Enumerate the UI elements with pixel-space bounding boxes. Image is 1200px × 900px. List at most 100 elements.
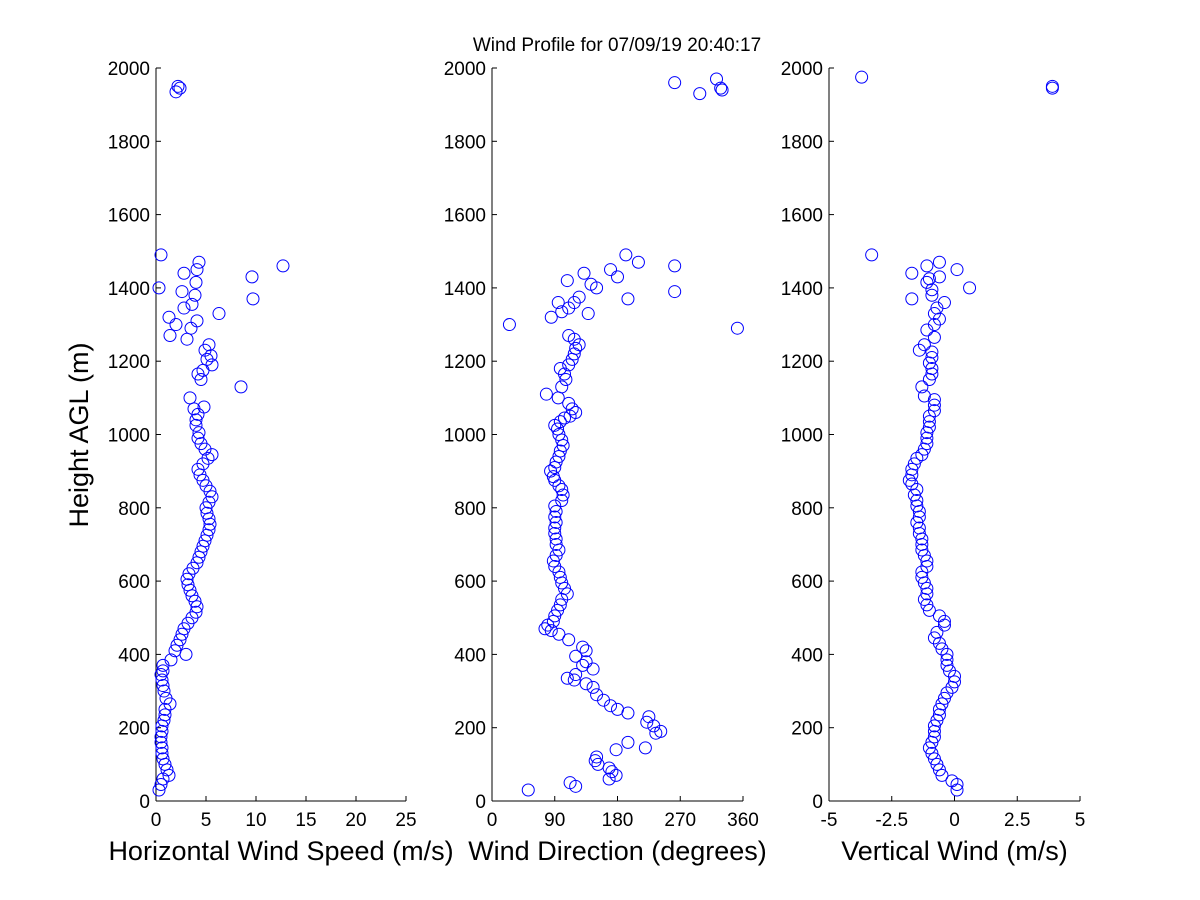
x-tick-label: 25 bbox=[395, 810, 416, 831]
data-point bbox=[560, 274, 574, 288]
data-point bbox=[905, 477, 919, 491]
y-tick-label: 1200 bbox=[444, 352, 486, 373]
x-tick-label: 0 bbox=[949, 810, 960, 831]
data-point bbox=[932, 702, 946, 716]
data-point bbox=[175, 627, 189, 641]
x-tick-label: 15 bbox=[295, 810, 316, 831]
data-point bbox=[920, 581, 934, 595]
data-point bbox=[920, 259, 934, 273]
data-point bbox=[189, 275, 203, 289]
data-point bbox=[154, 248, 168, 262]
panel-3: -5 -2.5 0 2.5 5 0 200 400 600 800 1000 1200 1400 1600… bbox=[781, 59, 1086, 866]
data-point bbox=[668, 285, 682, 299]
data-point bbox=[590, 750, 604, 764]
data-point bbox=[910, 493, 924, 507]
y-tick-label: 200 bbox=[791, 719, 823, 740]
data-point bbox=[621, 292, 635, 306]
data-point bbox=[192, 426, 206, 440]
data-point bbox=[549, 532, 563, 546]
data-point bbox=[935, 768, 949, 782]
data-point bbox=[549, 537, 563, 551]
y-tick-label: 0 bbox=[139, 792, 150, 813]
data-point bbox=[197, 400, 211, 414]
data-point bbox=[155, 746, 169, 760]
y-tick-label: 1600 bbox=[444, 206, 486, 227]
x-tick-label: 2.5 bbox=[1004, 810, 1030, 831]
data-point bbox=[569, 406, 583, 420]
data-point bbox=[556, 438, 570, 452]
y-tick-label: 1800 bbox=[781, 132, 823, 153]
data-point bbox=[156, 752, 170, 766]
data-point bbox=[912, 521, 926, 535]
data-point bbox=[162, 310, 176, 324]
y-tick-label: 0 bbox=[812, 792, 823, 813]
data-point bbox=[171, 79, 185, 93]
data-point bbox=[920, 554, 934, 568]
data-point bbox=[276, 259, 290, 273]
data-point bbox=[693, 87, 707, 101]
data-point bbox=[577, 266, 591, 280]
x-tick-label: -2.5 bbox=[875, 810, 908, 831]
data-point bbox=[621, 735, 635, 749]
data-point bbox=[579, 677, 593, 691]
data-point bbox=[553, 598, 567, 612]
data-point bbox=[611, 702, 624, 716]
data-point bbox=[925, 288, 939, 302]
data-point bbox=[927, 719, 941, 733]
data-point bbox=[200, 352, 214, 366]
data-point bbox=[915, 570, 929, 584]
x-tick-label: 360 bbox=[727, 810, 759, 831]
data-point bbox=[569, 668, 583, 682]
y-tick-label: 2000 bbox=[781, 59, 823, 80]
data-point bbox=[668, 259, 682, 273]
x-tick-label: 0 bbox=[151, 810, 162, 831]
y-tick-label: 1400 bbox=[444, 279, 486, 300]
data-point bbox=[164, 653, 178, 667]
y-tick-label: 2000 bbox=[444, 59, 486, 80]
x-axis-label: Vertical Wind (m/s) bbox=[841, 836, 1068, 866]
data-point bbox=[563, 776, 577, 790]
figure-title: Wind Profile for 07/09/19 20:40:17 bbox=[473, 35, 761, 56]
y-tick-label: 0 bbox=[475, 792, 486, 813]
data-point bbox=[553, 570, 567, 584]
data-point bbox=[925, 345, 939, 359]
data-point bbox=[551, 422, 565, 436]
data-point bbox=[553, 415, 567, 429]
x-tick-label: 90 bbox=[544, 810, 565, 831]
data-point bbox=[155, 741, 169, 755]
x-tick-label: -5 bbox=[821, 810, 838, 831]
data-point bbox=[937, 691, 951, 705]
y-tick-label: 1000 bbox=[444, 426, 486, 447]
data-point bbox=[927, 307, 941, 321]
data-point bbox=[179, 647, 193, 661]
data-point bbox=[586, 680, 600, 694]
data-point bbox=[925, 362, 939, 376]
y-tick-label: 400 bbox=[118, 645, 150, 666]
y-tick-label: 1800 bbox=[108, 132, 150, 153]
data-point bbox=[190, 600, 204, 614]
data-point bbox=[168, 644, 182, 658]
x-tick-label: 20 bbox=[345, 810, 366, 831]
data-point bbox=[551, 296, 565, 310]
data-point bbox=[156, 679, 170, 693]
data-point bbox=[917, 389, 931, 403]
data-point bbox=[579, 644, 593, 658]
data-point bbox=[905, 266, 919, 280]
data-point bbox=[602, 761, 616, 775]
data-point bbox=[609, 768, 623, 782]
data-point bbox=[611, 270, 624, 284]
data-point bbox=[562, 633, 576, 647]
data-point bbox=[940, 658, 954, 672]
y-tick-label: 600 bbox=[454, 572, 486, 593]
y-tick-label: 400 bbox=[791, 645, 823, 666]
data-point bbox=[927, 724, 941, 738]
data-point bbox=[555, 305, 569, 319]
data-point bbox=[555, 493, 569, 507]
data-point bbox=[932, 609, 946, 623]
data-point bbox=[855, 70, 869, 84]
data-point bbox=[569, 649, 583, 663]
x-tick-label: 5 bbox=[1075, 810, 1086, 831]
data-point bbox=[155, 724, 169, 738]
data-point bbox=[922, 603, 936, 617]
